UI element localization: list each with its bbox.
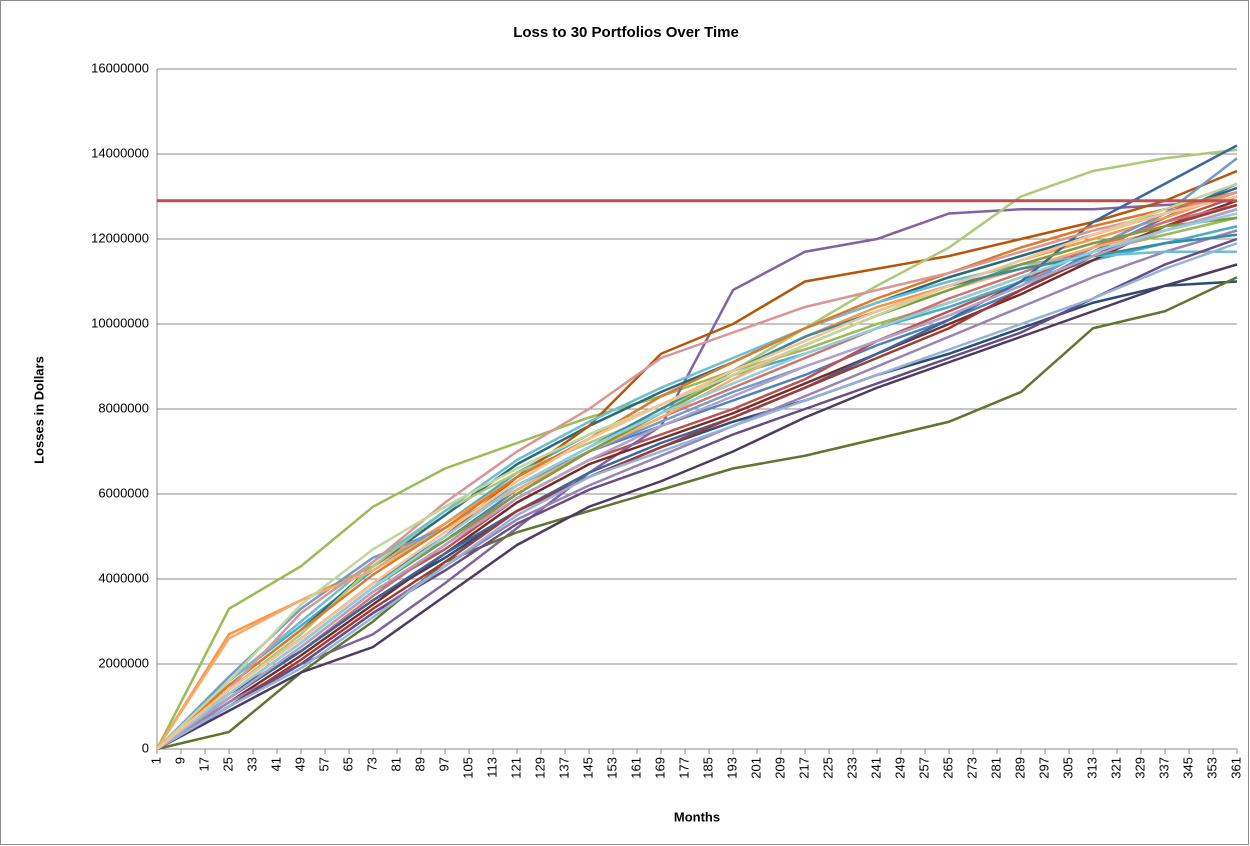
x-tick-label: 305 (1060, 757, 1075, 779)
series-line (156, 208, 1238, 751)
x-tick-label: 121 (508, 757, 523, 779)
x-tick-label: 73 (364, 757, 379, 771)
x-tick-label: 153 (604, 757, 619, 779)
series-line (156, 148, 1238, 750)
series-line (156, 199, 1238, 751)
series-line (156, 263, 1238, 751)
x-tick-label: 249 (892, 757, 907, 779)
x-tick-label: 89 (412, 757, 427, 771)
x-tick-label: 161 (628, 757, 643, 779)
x-tick-label: 209 (772, 757, 787, 779)
x-tick-label: 217 (796, 757, 811, 779)
x-tick-label: 281 (988, 757, 1003, 779)
x-tick-label: 97 (436, 757, 451, 771)
x-tick-label: 313 (1084, 757, 1099, 779)
y-tick-label: 6000000 (98, 485, 149, 500)
chart-title: Loss to 30 Portfolios Over Time (513, 24, 739, 41)
series-line (156, 191, 1238, 750)
y-tick-label: 2000000 (98, 655, 149, 670)
y-axis-title: Losses in Dollars (31, 356, 46, 464)
x-tick-label: 57 (316, 757, 331, 771)
series-line (156, 157, 1238, 750)
y-tick-label: 0 (142, 740, 149, 755)
y-tick-label: 14000000 (91, 145, 149, 160)
series-line (156, 242, 1238, 751)
series-line (156, 186, 1238, 750)
x-tick-label: 49 (292, 757, 307, 771)
series-line (156, 276, 1238, 751)
x-tick-label: 25 (220, 757, 235, 771)
x-tick-label: 113 (484, 757, 499, 778)
x-tick-label: 65 (340, 757, 355, 771)
x-tick-label: 169 (652, 757, 667, 779)
y-tick-label: 8000000 (98, 400, 149, 415)
x-tick-label: 105 (460, 757, 475, 779)
x-tick-label: 9 (172, 757, 187, 764)
series-line (156, 250, 1237, 750)
x-tick-label: 17 (196, 757, 211, 771)
x-tick-label: 257 (916, 757, 931, 779)
series-line (156, 237, 1238, 751)
y-tick-label: 4000000 (98, 570, 149, 585)
series-line (156, 212, 1238, 750)
y-tick-label: 10000000 (91, 315, 149, 330)
x-tick-label: 353 (1204, 757, 1219, 779)
x-tick-label: 273 (964, 757, 979, 779)
y-tick-label: 16000000 (91, 60, 149, 75)
x-tick-label: 345 (1180, 757, 1195, 779)
x-tick-label: 41 (268, 757, 283, 771)
x-tick-label: 137 (556, 757, 571, 779)
series-line (156, 195, 1238, 750)
x-tick-label: 361 (1228, 757, 1243, 779)
x-tick-label: 185 (700, 757, 715, 779)
x-tick-label: 321 (1108, 757, 1123, 779)
x-tick-label: 337 (1156, 757, 1171, 779)
x-tick-label: 145 (580, 757, 595, 779)
series-line (156, 203, 1238, 751)
x-tick-label: 241 (868, 757, 883, 779)
y-tick-label: 12000000 (91, 230, 149, 245)
series-line (156, 191, 1238, 750)
x-tick-label: 289 (1012, 757, 1027, 779)
x-tick-label: 129 (532, 757, 547, 779)
x-tick-label: 1 (148, 757, 163, 764)
x-tick-label: 33 (244, 757, 259, 771)
series-line (156, 144, 1238, 751)
x-tick-label: 193 (724, 757, 739, 779)
x-tick-label: 265 (940, 757, 955, 779)
x-axis-title: Months (674, 809, 720, 824)
x-tick-label: 297 (1036, 757, 1051, 779)
x-tick-label: 177 (676, 757, 691, 779)
x-tick-label: 201 (748, 757, 763, 779)
x-tick-label: 81 (388, 757, 403, 771)
x-tick-label: 233 (844, 757, 859, 779)
series-line (156, 199, 1238, 751)
x-tick-label: 225 (820, 757, 835, 779)
x-tick-label: 329 (1132, 757, 1147, 779)
